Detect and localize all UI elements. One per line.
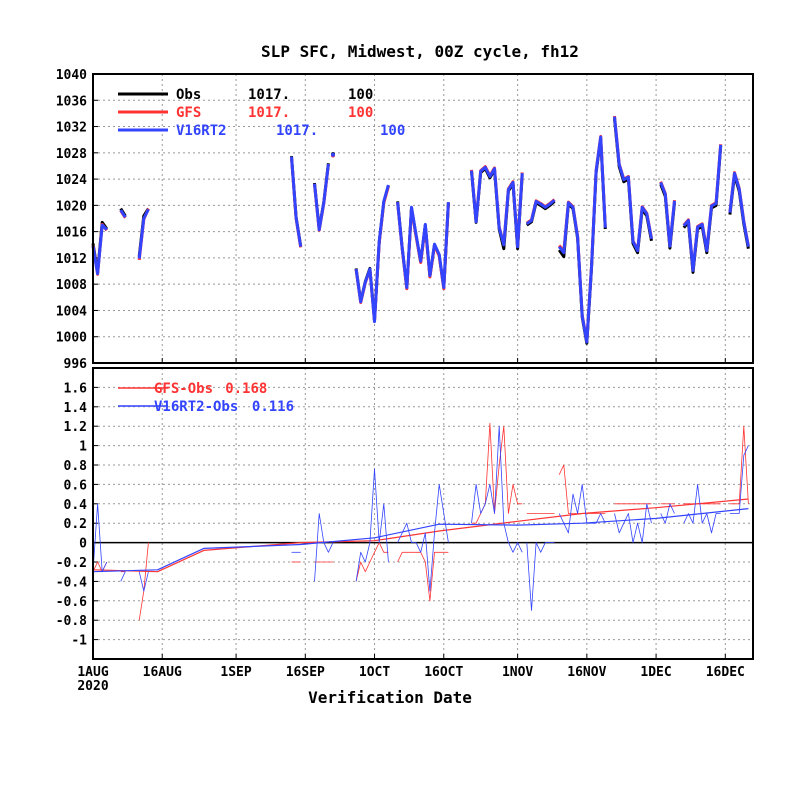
y-tick-label: 1016 [56,226,87,241]
x-tick-label: 1AUG [77,665,108,680]
legend-label: V16RT2-Obs [154,399,238,415]
series-line-v16rt2 [396,201,450,289]
diff-line-gfs-obs [471,422,523,524]
x-tick-sublabel: 2020 [77,679,108,694]
legend-stat: 0.116 [252,399,294,415]
legend-label: V16RT2 [176,123,227,139]
series-line-v16rt2 [728,171,750,247]
series-line-v16rt2 [354,184,390,324]
series-line-v16rt2 [331,152,335,157]
x-tick-label: 1NOV [502,665,533,680]
series-line-v16rt2 [91,223,108,276]
series-line-v16rt2 [613,116,653,253]
y-tick-label: 996 [64,357,88,372]
y-tick-label: 1.2 [64,420,87,435]
series-line-v16rt2 [137,208,150,259]
diff-line-gfs-obs [355,542,389,582]
legend-label: GFS-Obs [154,381,213,397]
pressure-panel: 996 1000 1004 1008 1012 1016 1020 1024 1028 1032 1… [56,68,754,372]
diff-line-v16rt2-obs [614,503,652,543]
y-tick-label: 1040 [56,68,87,83]
plot-area [93,368,753,659]
diff-line-v16rt2-obs [355,468,389,582]
legend-stat: 100 [348,105,373,121]
diff-line-v16rt2-obs [729,445,749,514]
y-tick-label: 0.6 [64,478,88,493]
legend-label: Obs [176,87,201,103]
y-tick-label: -0.4 [56,575,87,590]
diff-line-v16rt2-obs [471,425,523,553]
y-tick-label: 1036 [56,94,87,109]
series-line-v16rt2 [290,156,303,247]
diff-line-v16rt2-obs [526,542,555,611]
series-line-v16rt2 [659,181,676,248]
chart-title: SLP SFC, Midwest, 00Z cycle, fh12 [261,42,579,61]
series-line-v16rt2 [119,209,127,219]
x-tick-label: 16OCT [424,665,463,680]
y-tick-label: 0.4 [64,498,88,513]
running-mean-gfs-obs [92,498,749,573]
x-tick-label: 16AUG [143,665,182,680]
y-tick-label: 0 [79,537,87,552]
series-line-v16rt2 [470,165,524,249]
legend-stat: 100 [348,87,373,103]
x-axis-title: Verification Date [308,688,472,707]
series-line-v16rt2 [682,144,723,272]
diff-line-v16rt2-obs [397,483,449,592]
diff-line-v16rt2-obs [660,503,675,524]
legend-stat: 1017. [248,105,290,121]
diff-line-v16rt2-obs [92,503,108,573]
y-tick-label: 0.8 [64,459,88,474]
x-tick-label: 1OCT [359,665,390,680]
x-tick-label: 16DEC [706,665,745,680]
y-tick-label: 1 [79,440,87,455]
series-line-v16rt2 [558,135,607,344]
y-tick-label: 1012 [56,252,87,267]
diff-line-v16rt2-obs [138,571,149,592]
x-tick-label: 1DEC [640,665,671,680]
y-tick-label: 0.2 [64,517,87,532]
y-tick-label: 1.6 [64,381,88,396]
y-tick-label: 1032 [56,121,87,136]
y-tick-label: 1.4 [64,401,88,416]
legend-stat: 100 [380,123,405,139]
diff-line-v16rt2-obs [558,483,606,534]
bias-panel: -1 -0.8 -0.6 -0.4 -0.2 0 0.2 0.4 0.6 0.8 1 1.2 1.4 1.… [56,367,754,660]
running-mean-v16rt2-obs [92,508,749,573]
y-tick-label: 1024 [56,173,87,188]
plot-border [92,73,754,364]
y-tick-label: 1028 [56,147,87,162]
plot-border [92,367,754,660]
legend-stat: 0.168 [225,381,267,397]
legend-stat: 1017. [248,87,290,103]
y-tick-label: -0.2 [56,556,87,571]
x-tick-label: 1SEP [220,665,251,680]
y-tick-label: 1004 [56,304,87,319]
y-tick-label: -0.8 [56,614,87,629]
y-tick-label: -1 [71,634,87,649]
diff-line-gfs-obs [397,551,449,602]
x-tick-label: 16NOV [567,665,606,680]
y-tick-label: 1008 [56,278,87,293]
diff-line-v16rt2-obs [120,571,126,582]
series-line-v16rt2 [525,198,556,226]
y-tick-label: -0.6 [56,595,87,610]
diff-line-v16rt2-obs [683,483,721,534]
series-line-v16rt2 [313,163,330,232]
legend-label: GFS [176,105,201,121]
x-tick-label: 16SEP [286,665,325,680]
y-tick-label: 1000 [56,331,87,346]
y-tick-label: 1020 [56,199,87,214]
plot-area [93,74,753,363]
legend-stat: 1017. [276,123,318,139]
